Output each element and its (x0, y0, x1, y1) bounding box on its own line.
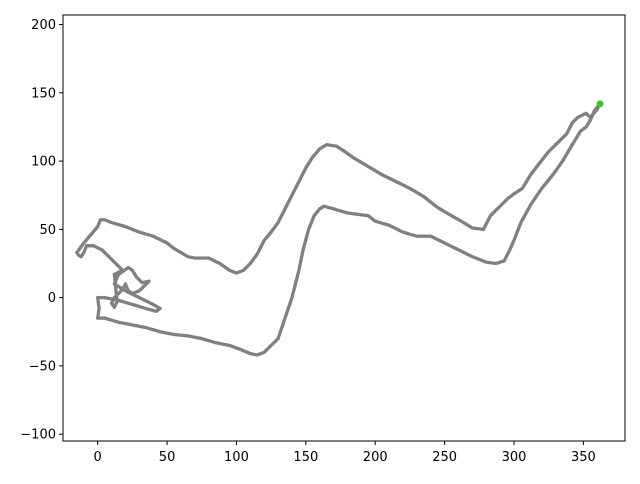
path-point (76, 253, 80, 257)
end-point-marker (596, 100, 604, 108)
x-tick-label: 50 (159, 450, 176, 465)
axis-ticks: 0 50 100 150 200 250 300 350 −100 −50 0 50 100 150 200 (20, 18, 596, 465)
x-tick-label: 150 (293, 450, 318, 465)
y-tick-label: −50 (29, 359, 56, 374)
x-tick-label: 0 (94, 450, 102, 465)
x-tick-label: 100 (224, 450, 249, 465)
y-tick-label: 150 (31, 86, 56, 101)
x-tick-label: 250 (432, 450, 457, 465)
y-tick-label: 200 (31, 18, 56, 33)
x-tick-label: 350 (571, 450, 596, 465)
y-tick-label: 50 (39, 223, 56, 238)
x-tick-label: 200 (363, 450, 388, 465)
y-tick-label: −100 (20, 428, 56, 443)
y-tick-label: 0 (48, 291, 56, 306)
plot-marks (75, 100, 604, 357)
x-tick-label: 300 (502, 450, 527, 465)
axes-frame (62, 14, 626, 442)
y-tick-label: 100 (31, 155, 56, 170)
